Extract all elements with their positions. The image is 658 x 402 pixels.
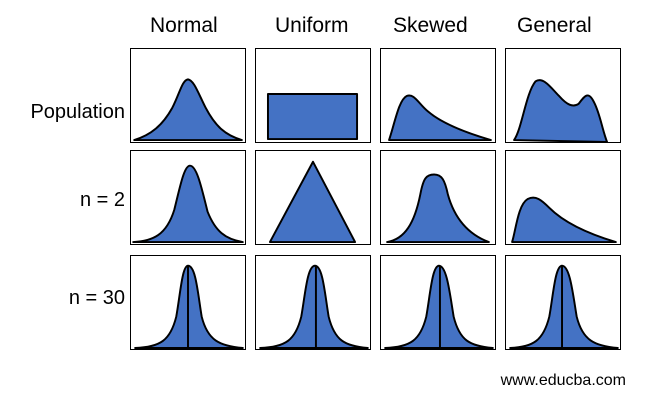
- skewed-n-30-curve: [384, 264, 494, 350]
- row-label-n-30: n = 30: [68, 287, 125, 309]
- skewed-population-curve: [388, 94, 492, 142]
- panel-normal-n-2: [130, 150, 246, 245]
- general-n-2-curve: [511, 196, 617, 244]
- general-n-30-curve: [509, 264, 619, 350]
- uniform-population-rectangle: [266, 93, 359, 141]
- uniform-n-30-curve: [259, 264, 369, 350]
- normal-population-curve: [133, 78, 243, 142]
- column-header-skewed: Skewed: [393, 14, 468, 37]
- website-watermark: www.educba.com: [500, 372, 626, 389]
- uniform-n-2-triangle: [268, 160, 357, 244]
- panel-general-n-2: [505, 150, 621, 245]
- panel-general-n-30: [505, 255, 621, 350]
- row-label-n-2: n = 2: [79, 189, 125, 211]
- panel-uniform-n-30: [255, 255, 371, 350]
- panel-normal-n-30: [130, 255, 246, 350]
- general-population-curve: [513, 79, 609, 143]
- column-header-normal: Normal: [150, 14, 218, 37]
- normal-n-2-curve: [132, 164, 244, 244]
- panel-general-population: [505, 48, 621, 143]
- panel-normal-population: [130, 48, 246, 143]
- panel-uniform-n-2: [255, 150, 371, 245]
- column-header-general: General: [517, 14, 592, 37]
- panel-skewed-n-2: [380, 150, 496, 245]
- column-header-uniform: Uniform: [275, 14, 349, 37]
- row-label-population: Population: [30, 101, 125, 123]
- skewed-n-2-curve: [386, 173, 490, 244]
- panel-uniform-population: [255, 48, 371, 143]
- panel-skewed-population: [380, 48, 496, 143]
- panel-skewed-n-30: [380, 255, 496, 350]
